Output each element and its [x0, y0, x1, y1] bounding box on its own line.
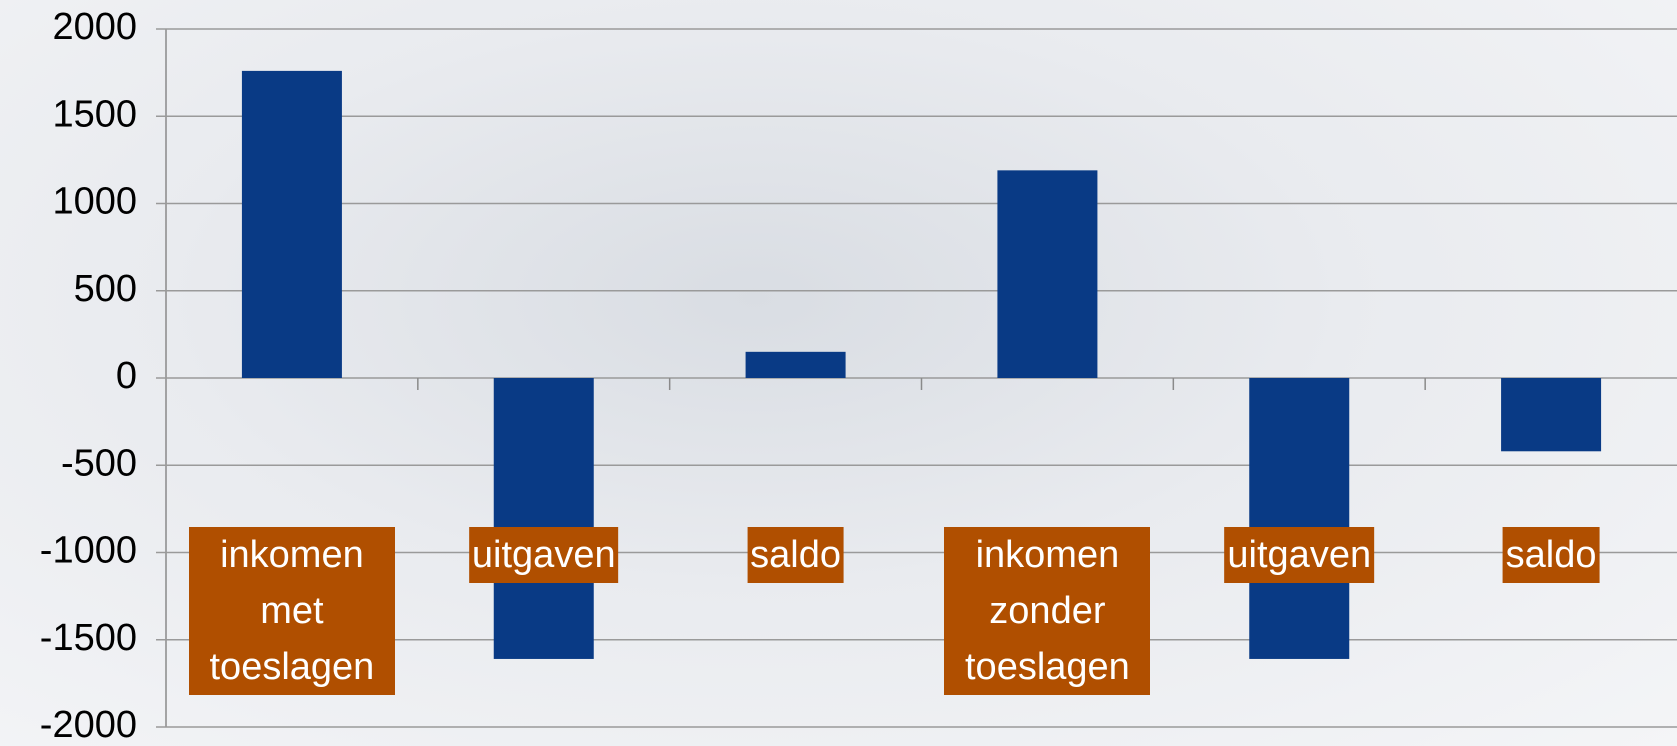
- x-tick-label: saldo: [1502, 527, 1600, 583]
- y-tick-label: 0: [116, 355, 137, 397]
- x-tick-label: uitgaven: [468, 527, 619, 583]
- y-tick-label: -500: [61, 442, 137, 484]
- y-tick-label: -1500: [40, 617, 137, 659]
- category-label-box: saldo: [1502, 527, 1600, 583]
- bar: [241, 70, 342, 378]
- y-tick-label: 500: [74, 268, 137, 310]
- bar: [1249, 378, 1350, 659]
- bar: [493, 378, 594, 659]
- x-tick-label: uitgaven: [1224, 527, 1375, 583]
- x-tick-label: inkomen met toeslagen: [188, 527, 395, 695]
- y-tick-label: 1000: [52, 181, 137, 223]
- bar: [1501, 378, 1602, 452]
- bar: [997, 170, 1098, 378]
- x-tick-label: saldo: [747, 527, 844, 583]
- category-label-box: inkomen met toeslagen: [188, 527, 395, 695]
- y-tick-label: 2000: [52, 6, 137, 48]
- y-tick-label: -2000: [40, 704, 137, 746]
- y-tick-label: 1500: [52, 93, 137, 135]
- category-label-box: uitgaven: [468, 527, 619, 583]
- bar: [745, 351, 846, 378]
- y-tick-label: -1000: [40, 530, 137, 572]
- category-label-box: saldo: [747, 527, 844, 583]
- x-tick-label: inkomen zonder toeslagen: [944, 527, 1151, 695]
- category-label-box: uitgaven: [1224, 527, 1375, 583]
- category-label-box: inkomen zonder toeslagen: [944, 527, 1151, 695]
